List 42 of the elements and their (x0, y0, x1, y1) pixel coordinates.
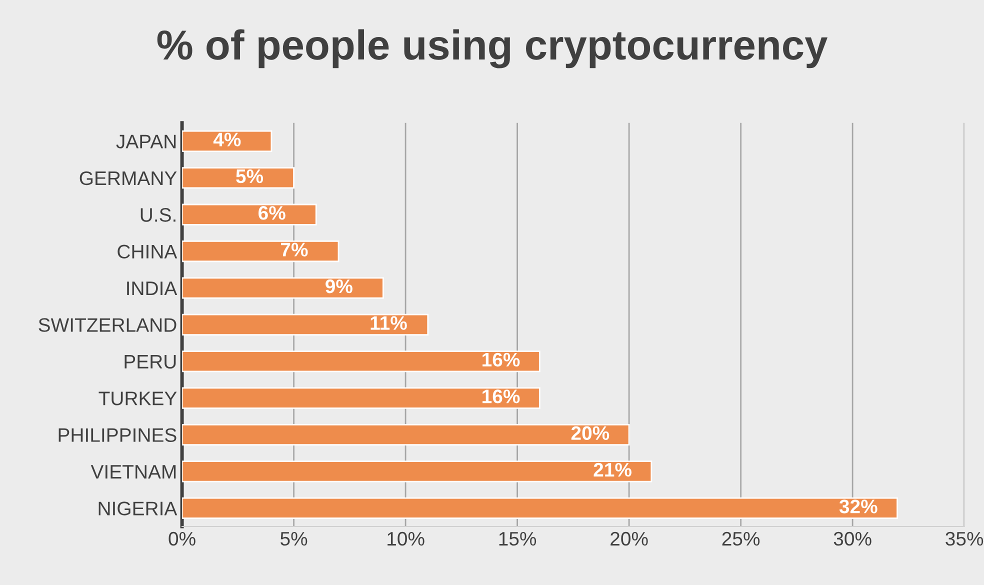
y-tick-label: U.S. (140, 208, 176, 222)
bar (182, 387, 540, 409)
y-tick-label: PHILIPPINES (58, 428, 176, 442)
y-tick-label: JAPAN (116, 134, 176, 148)
data-label: 4% (213, 132, 241, 146)
data-label: 6% (258, 206, 286, 220)
y-tick-label: GERMANY (80, 171, 177, 186)
x-tick-label: 10% (388, 532, 424, 546)
data-label: 20% (571, 426, 610, 440)
y-tick-label: SWITZERLAND (38, 318, 176, 332)
y-tick-label: INDIA (127, 282, 178, 296)
x-tick-label: 0% (168, 532, 196, 546)
x-tick-label: 20% (610, 532, 648, 546)
x-tick-label: 30% (834, 532, 872, 546)
x-tick-label: 25% (722, 532, 760, 546)
x-tick-label: 35% (946, 532, 984, 546)
y-tick-label: NIGERIA (98, 502, 178, 516)
bar (182, 167, 294, 189)
y-tick-label: VIETNAM (90, 465, 176, 478)
y-tick-label: CHINA (118, 244, 178, 259)
bar (182, 277, 384, 299)
bar (182, 497, 898, 519)
bar (182, 130, 272, 152)
data-label: 5% (236, 169, 264, 184)
y-tick-label: PERU (124, 355, 176, 369)
bar (182, 240, 340, 262)
bar (182, 204, 317, 226)
bar (182, 424, 630, 446)
bar (182, 314, 429, 336)
data-label: 16% (482, 390, 520, 404)
data-label: 16% (482, 352, 520, 367)
x-tick-label: 15% (499, 532, 536, 546)
data-label: 7% (281, 242, 308, 256)
bar (182, 350, 540, 372)
x-tick-label: 5% (280, 532, 308, 546)
data-label: 11% (370, 316, 407, 330)
data-label: 9% (326, 279, 352, 294)
data-label: 21% (594, 462, 632, 477)
bar (182, 460, 652, 482)
y-tick-label: TURKEY (98, 392, 177, 406)
data-label: 32% (839, 500, 878, 514)
chart-title: % of people using cryptocurrency (157, 29, 828, 68)
